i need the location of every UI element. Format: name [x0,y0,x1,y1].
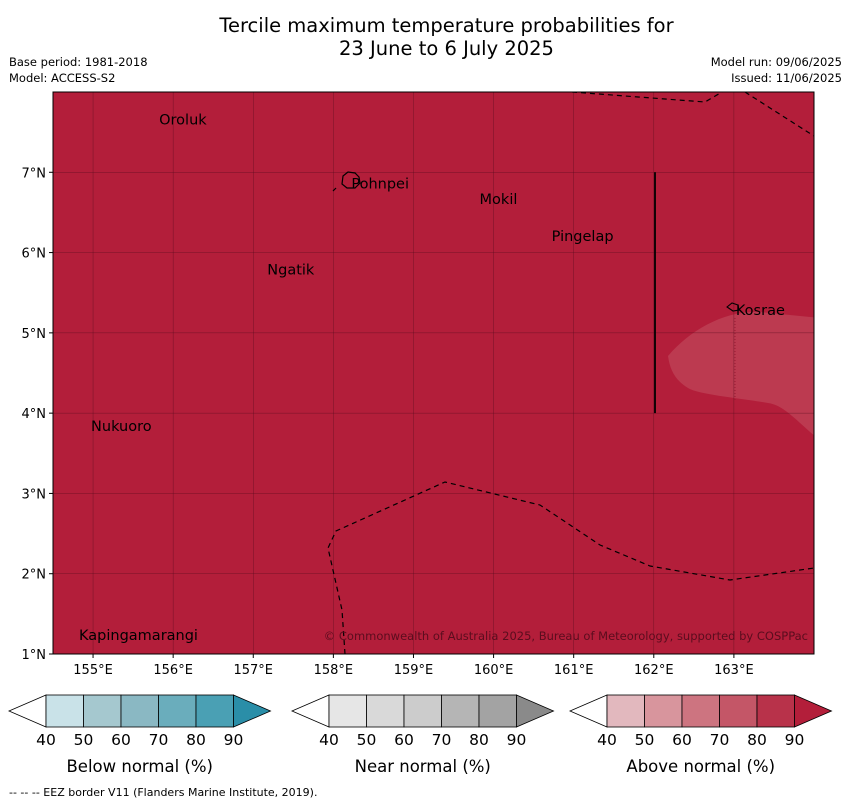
colorbar-tick-label: 50 [635,731,655,749]
x-tick-label: 161°E [554,663,594,678]
map-figure: Oroluk Pohnpei Mokil Pingelap Ngatik Kosrae Nu… [7,91,833,776]
colorbar-segment [83,694,122,728]
place-label-mokil: Mokil [480,192,518,208]
colorbar-tick-label: 90 [785,731,805,749]
eez-footer-note: -- -- -- EEZ border V11 (Flanders Marine… [9,786,318,799]
model-run-label: Model run: 09/06/2025 [710,55,842,69]
y-tick-label: 4°N [22,407,47,422]
colorbar-segment [606,694,645,728]
colorbar-segment [328,694,367,728]
colorbar-segment [403,694,442,728]
place-label-kosrae: Kosrae [736,303,785,319]
colorbar-extend-high [516,694,555,728]
chart-title: Tercile maximum temperature probabilitie… [0,14,850,60]
colorbar-0: 40 50 60 70 80 90 Below normal (%) [7,694,272,776]
place-label-ngatik: Ngatik [267,263,315,279]
colorbar-tick-label: 60 [394,731,414,749]
colorbar-tick-label: 80 [469,731,489,749]
colorbar-segment [45,694,84,728]
colorbar-segment [478,694,517,728]
kosrae-outline [726,302,740,312]
colorbar-1: 40 50 60 70 80 90 Near normal (%) [290,694,555,776]
colorbar-tick-label: 80 [186,731,206,749]
colorbar-tick-label: 60 [111,731,131,749]
place-label-pohnpei: Pohnpei [351,177,409,193]
colorbar-tick-label: 60 [672,731,692,749]
x-tick-label: 159°E [394,663,434,678]
place-label-oroluk: Oroluk [159,112,207,128]
colorbar-label: Above normal (%) [626,757,775,776]
x-tick-label: 162°E [634,663,674,678]
colorbar-tick-label: 50 [74,731,94,749]
issued-label: Issued: 11/06/2025 [731,71,842,85]
colorbar-extend-high [233,694,272,728]
colorbar-label: Near normal (%) [355,757,491,776]
colorbar-segment [719,694,758,728]
colorbar-extend-high [794,694,833,728]
y-tick-label: 2°N [22,568,47,583]
colorbar-segment [195,694,234,728]
colorbar-tick-label: 80 [747,731,767,749]
x-tick-label: 156°E [153,663,193,678]
probability-zone [668,311,814,436]
x-tick-label: 157°E [233,663,273,678]
title-line-2: 23 June to 6 July 2025 [339,37,554,60]
colorbar-tick-label: 90 [224,731,244,749]
colorbar-segment [681,694,720,728]
place-label-pingelap: Pingelap [552,229,614,245]
place-label-kapingamarangi: Kapingamarangi [79,628,198,644]
colorbar-2: 40 50 60 70 80 90 Above normal (%) [568,694,833,776]
colorbar-tick-label: 70 [149,731,169,749]
colorbar-segment [120,694,159,728]
y-tick-label: 6°N [22,247,47,262]
map-frame [52,91,815,655]
meta-right: Model run: 09/06/2025 Issued: 11/06/2025 [711,54,842,86]
x-tick-label: 158°E [314,663,354,678]
colorbar-segment [644,694,683,728]
colorbar-extend-low [568,694,608,728]
x-tick-label: 155°E [73,663,113,678]
x-tick-label: 160°E [474,663,514,678]
colorbar-extend-low [290,694,330,728]
colorbar-extend-low [7,694,47,728]
colorbar-tick-label: 50 [357,731,377,749]
eez-border-fragment [332,187,337,192]
x-tick-label: 163°E [714,663,754,678]
place-label-nukuoro: Nukuoro [91,419,152,435]
colorbar-segment [756,694,795,728]
meta-left: Base period: 1981-2018 Model: ACCESS-S2 [9,54,148,86]
eez-border-north [571,92,814,137]
map-layer: Oroluk Pohnpei Mokil Pingelap Ngatik Kosrae Nu… [53,92,814,654]
colorbar-tick-label: 90 [507,731,527,749]
eez-border-south [327,481,814,654]
colorbar-tick-label: 40 [319,731,339,749]
title-line-1: Tercile maximum temperature probabilitie… [219,14,674,37]
y-tick-label: 1°N [22,648,47,663]
colorbar-segment [441,694,480,728]
colorbar-label: Below normal (%) [66,757,213,776]
y-tick-label: 3°N [22,487,47,502]
base-period-label: Base period: 1981-2018 [9,55,148,69]
colorbar-tick-label: 70 [710,731,730,749]
y-tick-label: 5°N [22,327,47,342]
colorbar-tick-label: 70 [432,731,452,749]
colorbar-segment [158,694,197,728]
colorbar-tick-label: 40 [36,731,56,749]
colorbar-segment [366,694,405,728]
y-tick-label: 7°N [22,166,47,181]
pohnpei-outline [341,171,361,189]
copyright-note: © Commonwealth of Australia 2025, Bureau… [324,629,808,643]
model-label: Model: ACCESS-S2 [9,71,116,85]
colorbar-tick-label: 40 [597,731,617,749]
